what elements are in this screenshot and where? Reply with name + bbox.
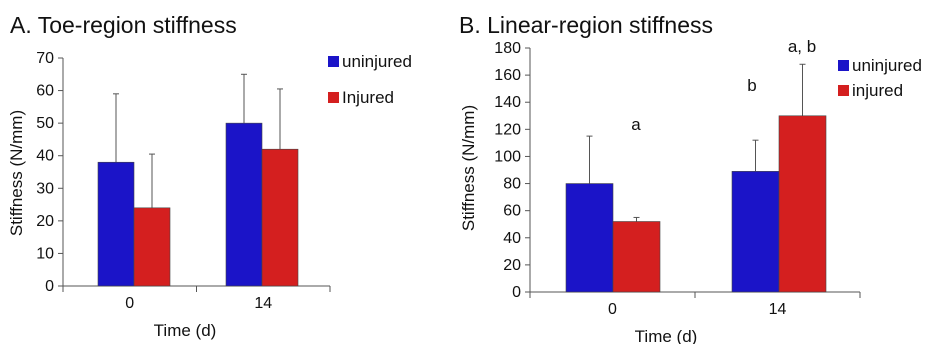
chart-b-legend-swatch-injured (838, 85, 849, 96)
chart-b-xlabel: Time (d) (635, 327, 698, 344)
chart-b-y-tick-label: 140 (494, 94, 521, 111)
chart-a-legend-swatch-uninjured (328, 56, 339, 67)
chart-a-ylabel: Stiffness (N/mm) (7, 110, 26, 236)
chart-a-y-tick-label: 10 (36, 245, 54, 262)
chart-a-y-tick-label: 50 (36, 115, 54, 132)
chart-a-y-tick-label: 70 (36, 50, 54, 67)
chart-a-y-tick-label: 60 (36, 83, 54, 100)
chart-b-bars (566, 116, 826, 292)
chart-b: B. Linear-region stiffness Stiffness (N/… (459, 12, 922, 344)
chart-a-x-tick-label: 0 (125, 295, 134, 312)
chart-a-legend: uninjured Injured (328, 52, 412, 107)
chart-b-bar-injured-14 (779, 116, 826, 292)
chart-a-bar-injured-14 (262, 149, 298, 286)
chart-a-xlabel: Time (d) (154, 321, 217, 340)
chart-b-y-tick-label: 80 (503, 176, 521, 193)
chart-a-legend-swatch-injured (328, 92, 339, 103)
chart-a-bar-injured-0 (134, 208, 170, 286)
chart-b-y-tick-label: 100 (494, 148, 521, 165)
chart-b-y-tick-label: 160 (494, 67, 521, 84)
chart-a-legend-label-injured: Injured (342, 88, 394, 107)
chart-a-y-tick-label: 40 (36, 148, 54, 165)
chart-a-bars (98, 123, 298, 286)
chart-a: A. Toe-region stiffness Stiffness (N/mm)… (7, 12, 412, 340)
chart-b-bar-uninjured-0 (566, 184, 613, 292)
chart-b-annotation: a (631, 115, 641, 134)
chart-b-legend: uninjured injured (838, 56, 922, 100)
chart-b-y-tick-label: 180 (494, 40, 521, 57)
chart-a-y-tick-label: 30 (36, 180, 54, 197)
chart-b-x-tick-label: 0 (608, 301, 617, 318)
chart-a-x-tick-label: 14 (254, 295, 272, 312)
chart-a-y-tick-label: 0 (45, 278, 54, 295)
chart-a-title: A. Toe-region stiffness (10, 12, 237, 38)
chart-a-legend-label-uninjured: uninjured (342, 52, 412, 71)
chart-b-y-tick-label: 120 (494, 121, 521, 138)
chart-b-x-tick-label: 14 (769, 301, 787, 318)
chart-b-annotation: a, b (788, 37, 816, 56)
chart-b-y-tick-label: 60 (503, 203, 521, 220)
chart-a-bar-uninjured-14 (226, 123, 262, 286)
chart-b-legend-label-uninjured: uninjured (852, 56, 922, 75)
chart-a-bar-uninjured-0 (98, 162, 134, 286)
chart-b-ylabel: Stiffness (N/mm) (459, 105, 478, 231)
chart-b-y-tick-label: 0 (512, 284, 521, 301)
chart-b-y-tick-label: 20 (503, 257, 521, 274)
chart-b-legend-label-injured: injured (852, 81, 903, 100)
chart-b-legend-swatch-uninjured (838, 60, 849, 71)
chart-a-y-tick-label: 20 (36, 213, 54, 230)
chart-b-y-tick-label: 40 (503, 230, 521, 247)
chart-b-bar-injured-0 (613, 222, 660, 292)
chart-b-title: B. Linear-region stiffness (459, 12, 713, 38)
chart-b-annotation: b (747, 76, 756, 95)
chart-b-bar-uninjured-14 (732, 171, 779, 292)
